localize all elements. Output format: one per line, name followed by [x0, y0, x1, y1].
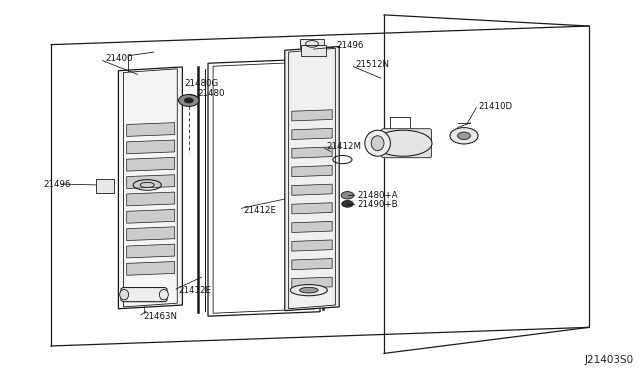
- Polygon shape: [127, 262, 175, 275]
- Polygon shape: [285, 46, 339, 311]
- Polygon shape: [127, 157, 175, 171]
- Polygon shape: [127, 244, 175, 258]
- Text: 21496: 21496: [336, 41, 364, 50]
- Polygon shape: [127, 192, 175, 206]
- Polygon shape: [292, 147, 332, 158]
- Polygon shape: [127, 123, 175, 137]
- Circle shape: [342, 201, 353, 207]
- Bar: [96, 179, 114, 193]
- Polygon shape: [127, 140, 175, 154]
- Polygon shape: [292, 277, 332, 288]
- Text: 21412E: 21412E: [243, 206, 276, 215]
- Polygon shape: [118, 67, 182, 309]
- Text: 21463N: 21463N: [143, 312, 177, 321]
- Text: 21400: 21400: [106, 54, 133, 63]
- Text: 21496: 21496: [44, 180, 71, 189]
- Text: 21412E: 21412E: [178, 286, 211, 295]
- Text: 21480G: 21480G: [184, 79, 219, 88]
- Ellipse shape: [291, 285, 328, 296]
- Circle shape: [184, 98, 193, 103]
- Ellipse shape: [159, 289, 168, 300]
- Polygon shape: [292, 259, 332, 270]
- Text: J21403S0: J21403S0: [584, 355, 634, 365]
- Circle shape: [458, 132, 470, 140]
- Bar: [301, 45, 326, 56]
- Text: 21480+A: 21480+A: [357, 191, 397, 200]
- Polygon shape: [292, 184, 332, 195]
- Polygon shape: [292, 166, 332, 177]
- Circle shape: [179, 94, 199, 106]
- Polygon shape: [292, 110, 332, 121]
- Text: 21412M: 21412M: [326, 142, 362, 151]
- Polygon shape: [292, 128, 332, 140]
- Ellipse shape: [371, 136, 384, 151]
- Polygon shape: [292, 221, 332, 232]
- Polygon shape: [292, 240, 332, 251]
- Text: 21480: 21480: [197, 89, 225, 98]
- Circle shape: [450, 128, 478, 144]
- Ellipse shape: [120, 289, 129, 300]
- Polygon shape: [292, 203, 332, 214]
- FancyBboxPatch shape: [381, 129, 431, 158]
- Ellipse shape: [374, 130, 432, 156]
- Text: 21512N: 21512N: [355, 60, 389, 69]
- FancyBboxPatch shape: [121, 288, 167, 302]
- Text: 21410D: 21410D: [478, 102, 512, 110]
- Text: 21490+B: 21490+B: [357, 201, 397, 209]
- Ellipse shape: [300, 287, 318, 293]
- Ellipse shape: [365, 130, 390, 156]
- Bar: [301, 39, 323, 48]
- Polygon shape: [127, 175, 175, 189]
- Polygon shape: [127, 209, 175, 223]
- Polygon shape: [127, 227, 175, 241]
- Circle shape: [341, 192, 354, 199]
